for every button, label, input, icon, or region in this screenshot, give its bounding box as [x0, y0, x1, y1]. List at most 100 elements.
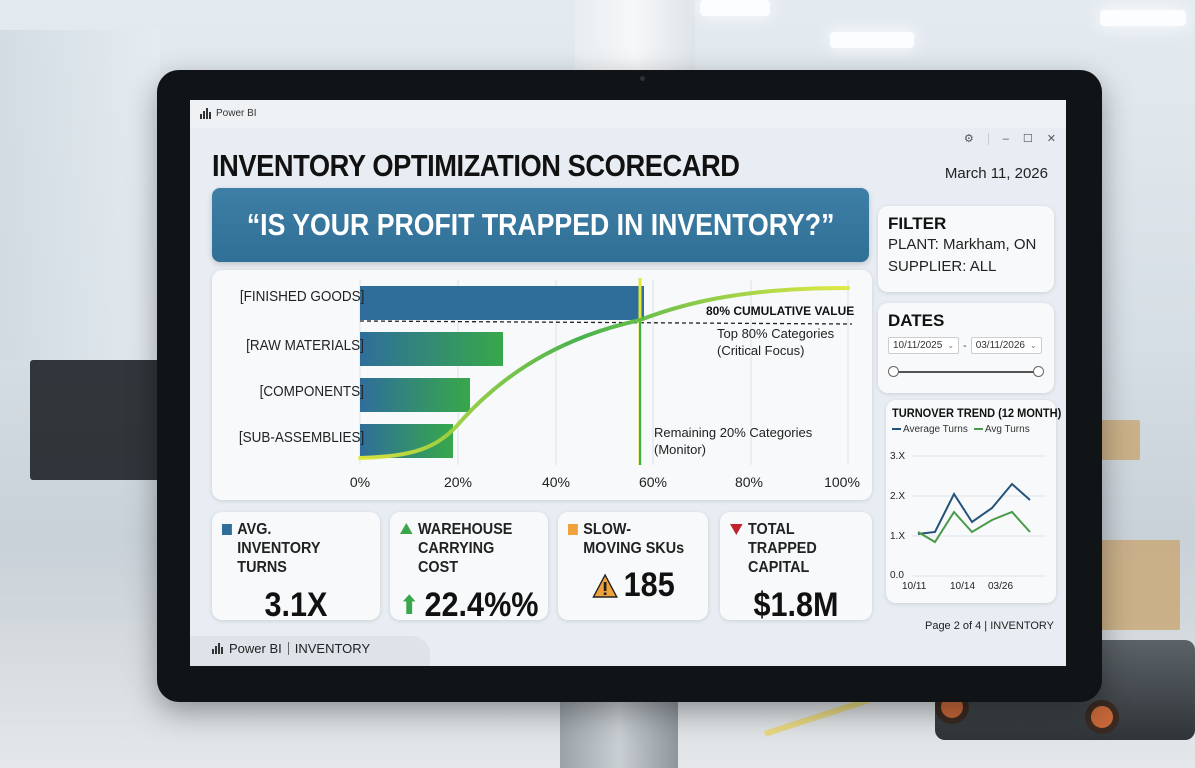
- annotation-line: Remaining 20% Categories: [654, 425, 813, 440]
- background-box: [1100, 540, 1180, 630]
- x-tick: 10/11: [902, 581, 927, 592]
- robot-wheel: [1085, 700, 1119, 734]
- trend-title: TURNOVER TREND (12 MONTH): [892, 406, 1062, 420]
- down-triangle-icon: [730, 524, 743, 535]
- kpi-avg-inventory-turns[interactable]: AVG. INVENTORY TURNS 3.1X: [212, 512, 380, 624]
- end-date-dropdown[interactable]: 03/11/2026 ⌄: [970, 337, 1042, 354]
- annotation-top-categories: Top 80% Categories (Critical Focus): [717, 326, 834, 360]
- category-label: [FINISHED GOODS]: [239, 288, 364, 305]
- minimize-icon[interactable]: –: [1002, 132, 1009, 145]
- start-date-value: 10/11/2025: [893, 340, 943, 351]
- annotation-80-cumulative: 80% CUMULATIVE VALUE: [706, 304, 855, 318]
- pareto-chart: [FINISHED GOODS] [RAW MATERIALS] [COMPON…: [212, 270, 872, 500]
- dates-title: DATES: [888, 311, 945, 330]
- kpi-value: 3.1X: [264, 585, 328, 624]
- kpi-total-trapped-capital[interactable]: TOTAL TRAPPED CAPITAL $1.8M: [720, 512, 872, 624]
- up-triangle-icon: [400, 523, 413, 534]
- annotation-line: (Critical Focus): [717, 342, 805, 358]
- divider: [987, 132, 989, 145]
- page-title: INVENTORY OPTIMIZATION SCORECARD: [212, 148, 740, 183]
- date-range-slider[interactable]: [888, 366, 1044, 378]
- filter-card[interactable]: FILTER PLANT: Markham, ON SUPPLIER: ALL: [878, 206, 1054, 292]
- divider: [287, 642, 289, 655]
- slider-end-handle[interactable]: [1033, 366, 1044, 377]
- trend-legend: Average Turns Avg Turns: [892, 424, 1050, 435]
- chevron-down-icon: ⌄: [947, 341, 955, 350]
- turnover-trend-chart: TURNOVER TREND (12 MONTH) Average Turns …: [886, 400, 1062, 603]
- x-tick: 0%: [349, 474, 371, 490]
- y-tick: 2.X: [890, 491, 905, 502]
- powerbi-icon: [212, 643, 223, 654]
- annotation-line: Top 80% Categories: [717, 326, 835, 341]
- date-separator: -: [963, 339, 967, 352]
- powerbi-icon: [200, 108, 211, 119]
- kpi-warehouse-carrying-cost[interactable]: WAREHOUSE CARRYING COST ⬆ 22.4%%: [390, 512, 548, 624]
- y-tick: 0.0: [890, 570, 904, 581]
- footer-tab[interactable]: [190, 636, 430, 666]
- bar-raw-materials: [360, 332, 503, 366]
- webcam: [640, 76, 645, 81]
- dates-card: DATES 10/11/2025 ⌄ - 03/11/2026 ⌄: [878, 303, 1054, 393]
- ceiling-light: [830, 32, 914, 48]
- slider-start-handle[interactable]: [888, 366, 899, 377]
- bar-finished-goods: [360, 286, 644, 320]
- category-label: [RAW MATERIALS]: [246, 337, 364, 354]
- background-box: [1100, 420, 1140, 460]
- x-tick: 80%: [734, 474, 764, 490]
- ceiling-light: [1100, 10, 1186, 26]
- title-bar: Power BI: [190, 100, 1066, 128]
- y-tick: 3.X: [890, 451, 905, 462]
- settings-icon[interactable]: ⚙: [963, 133, 974, 145]
- ceiling-light: [700, 0, 770, 16]
- background-window: [0, 30, 160, 360]
- x-tick: 10/14: [950, 581, 975, 592]
- kpi-title: SLOW-MOVING SKUs: [568, 520, 685, 558]
- powerbi-window: Power BI ⚙ – ☐ ✕ INVENTORY OPTIMIZATION …: [190, 100, 1066, 666]
- orange-square-icon: [568, 524, 578, 535]
- annotation-line: (Monitor): [654, 441, 707, 457]
- x-tick: 40%: [541, 474, 571, 490]
- background-monitor: [30, 360, 160, 480]
- annotation-remaining-categories: Remaining 20% Categories (Monitor): [654, 425, 812, 459]
- kpi-title: WAREHOUSE CARRYING COST: [400, 520, 524, 578]
- legend-item: Average Turns: [892, 424, 968, 435]
- pareto-plot: [358, 278, 853, 465]
- headline-banner: “IS YOUR PROFIT TRAPPED IN INVENTORY?”: [212, 188, 869, 262]
- bar-components: [360, 378, 470, 412]
- legend-item: Avg Turns: [973, 424, 1030, 435]
- monitor-stand: [560, 690, 678, 768]
- kpi-value: $1.8M: [753, 585, 839, 624]
- x-tick: 20%: [443, 474, 473, 490]
- start-date-dropdown[interactable]: 10/11/2025 ⌄: [888, 337, 960, 354]
- maximize-icon[interactable]: ☐: [1022, 133, 1033, 145]
- kpi-value: ⬆ 22.4%%: [399, 585, 539, 624]
- category-label: [SUB-ASSEMBLIES]: [238, 429, 364, 446]
- plant-filter[interactable]: PLANT: Markham, ON: [888, 236, 1037, 253]
- kpi-slow-moving-skus[interactable]: SLOW-MOVING SKUs 185: [558, 512, 708, 620]
- series-average-turns: [917, 482, 1031, 535]
- date-range: 10/11/2025 ⌄ - 03/11/2026 ⌄: [888, 337, 1044, 354]
- chevron-down-icon: ⌄: [1030, 341, 1037, 350]
- close-icon[interactable]: ✕: [1046, 133, 1056, 145]
- supplier-filter[interactable]: SUPPLIER: ALL: [888, 257, 997, 275]
- footer-section-name: INVENTORY: [294, 641, 371, 656]
- kpi-title: AVG. INVENTORY TURNS: [222, 520, 355, 578]
- headline-text: “IS YOUR PROFIT TRAPPED IN INVENTORY?”: [246, 207, 835, 242]
- footer-label: Power BI INVENTORY: [212, 641, 370, 656]
- category-label: [COMPONENTS]: [259, 383, 364, 400]
- blue-square-icon: [222, 524, 232, 535]
- x-tick: 03/26: [988, 581, 1013, 592]
- app-name: Power BI: [216, 108, 257, 119]
- series-avg-turns: [917, 510, 1031, 544]
- slider-track: [894, 371, 1038, 373]
- page-indicator: Page 2 of 4 | INVENTORY: [924, 620, 1054, 632]
- x-tick: 100%: [824, 474, 860, 490]
- footer-app-name: Power BI: [229, 641, 282, 656]
- kpi-title: TOTAL TRAPPED CAPITAL: [730, 520, 849, 578]
- end-date-value: 03/11/2026: [975, 340, 1025, 351]
- app-title: Power BI: [200, 108, 257, 119]
- report-date: March 11, 2026: [944, 165, 1048, 182]
- up-arrow-icon: ⬆: [399, 589, 420, 620]
- window-controls: ⚙ – ☐ ✕: [964, 132, 1056, 145]
- kpi-value: 185: [575, 566, 692, 605]
